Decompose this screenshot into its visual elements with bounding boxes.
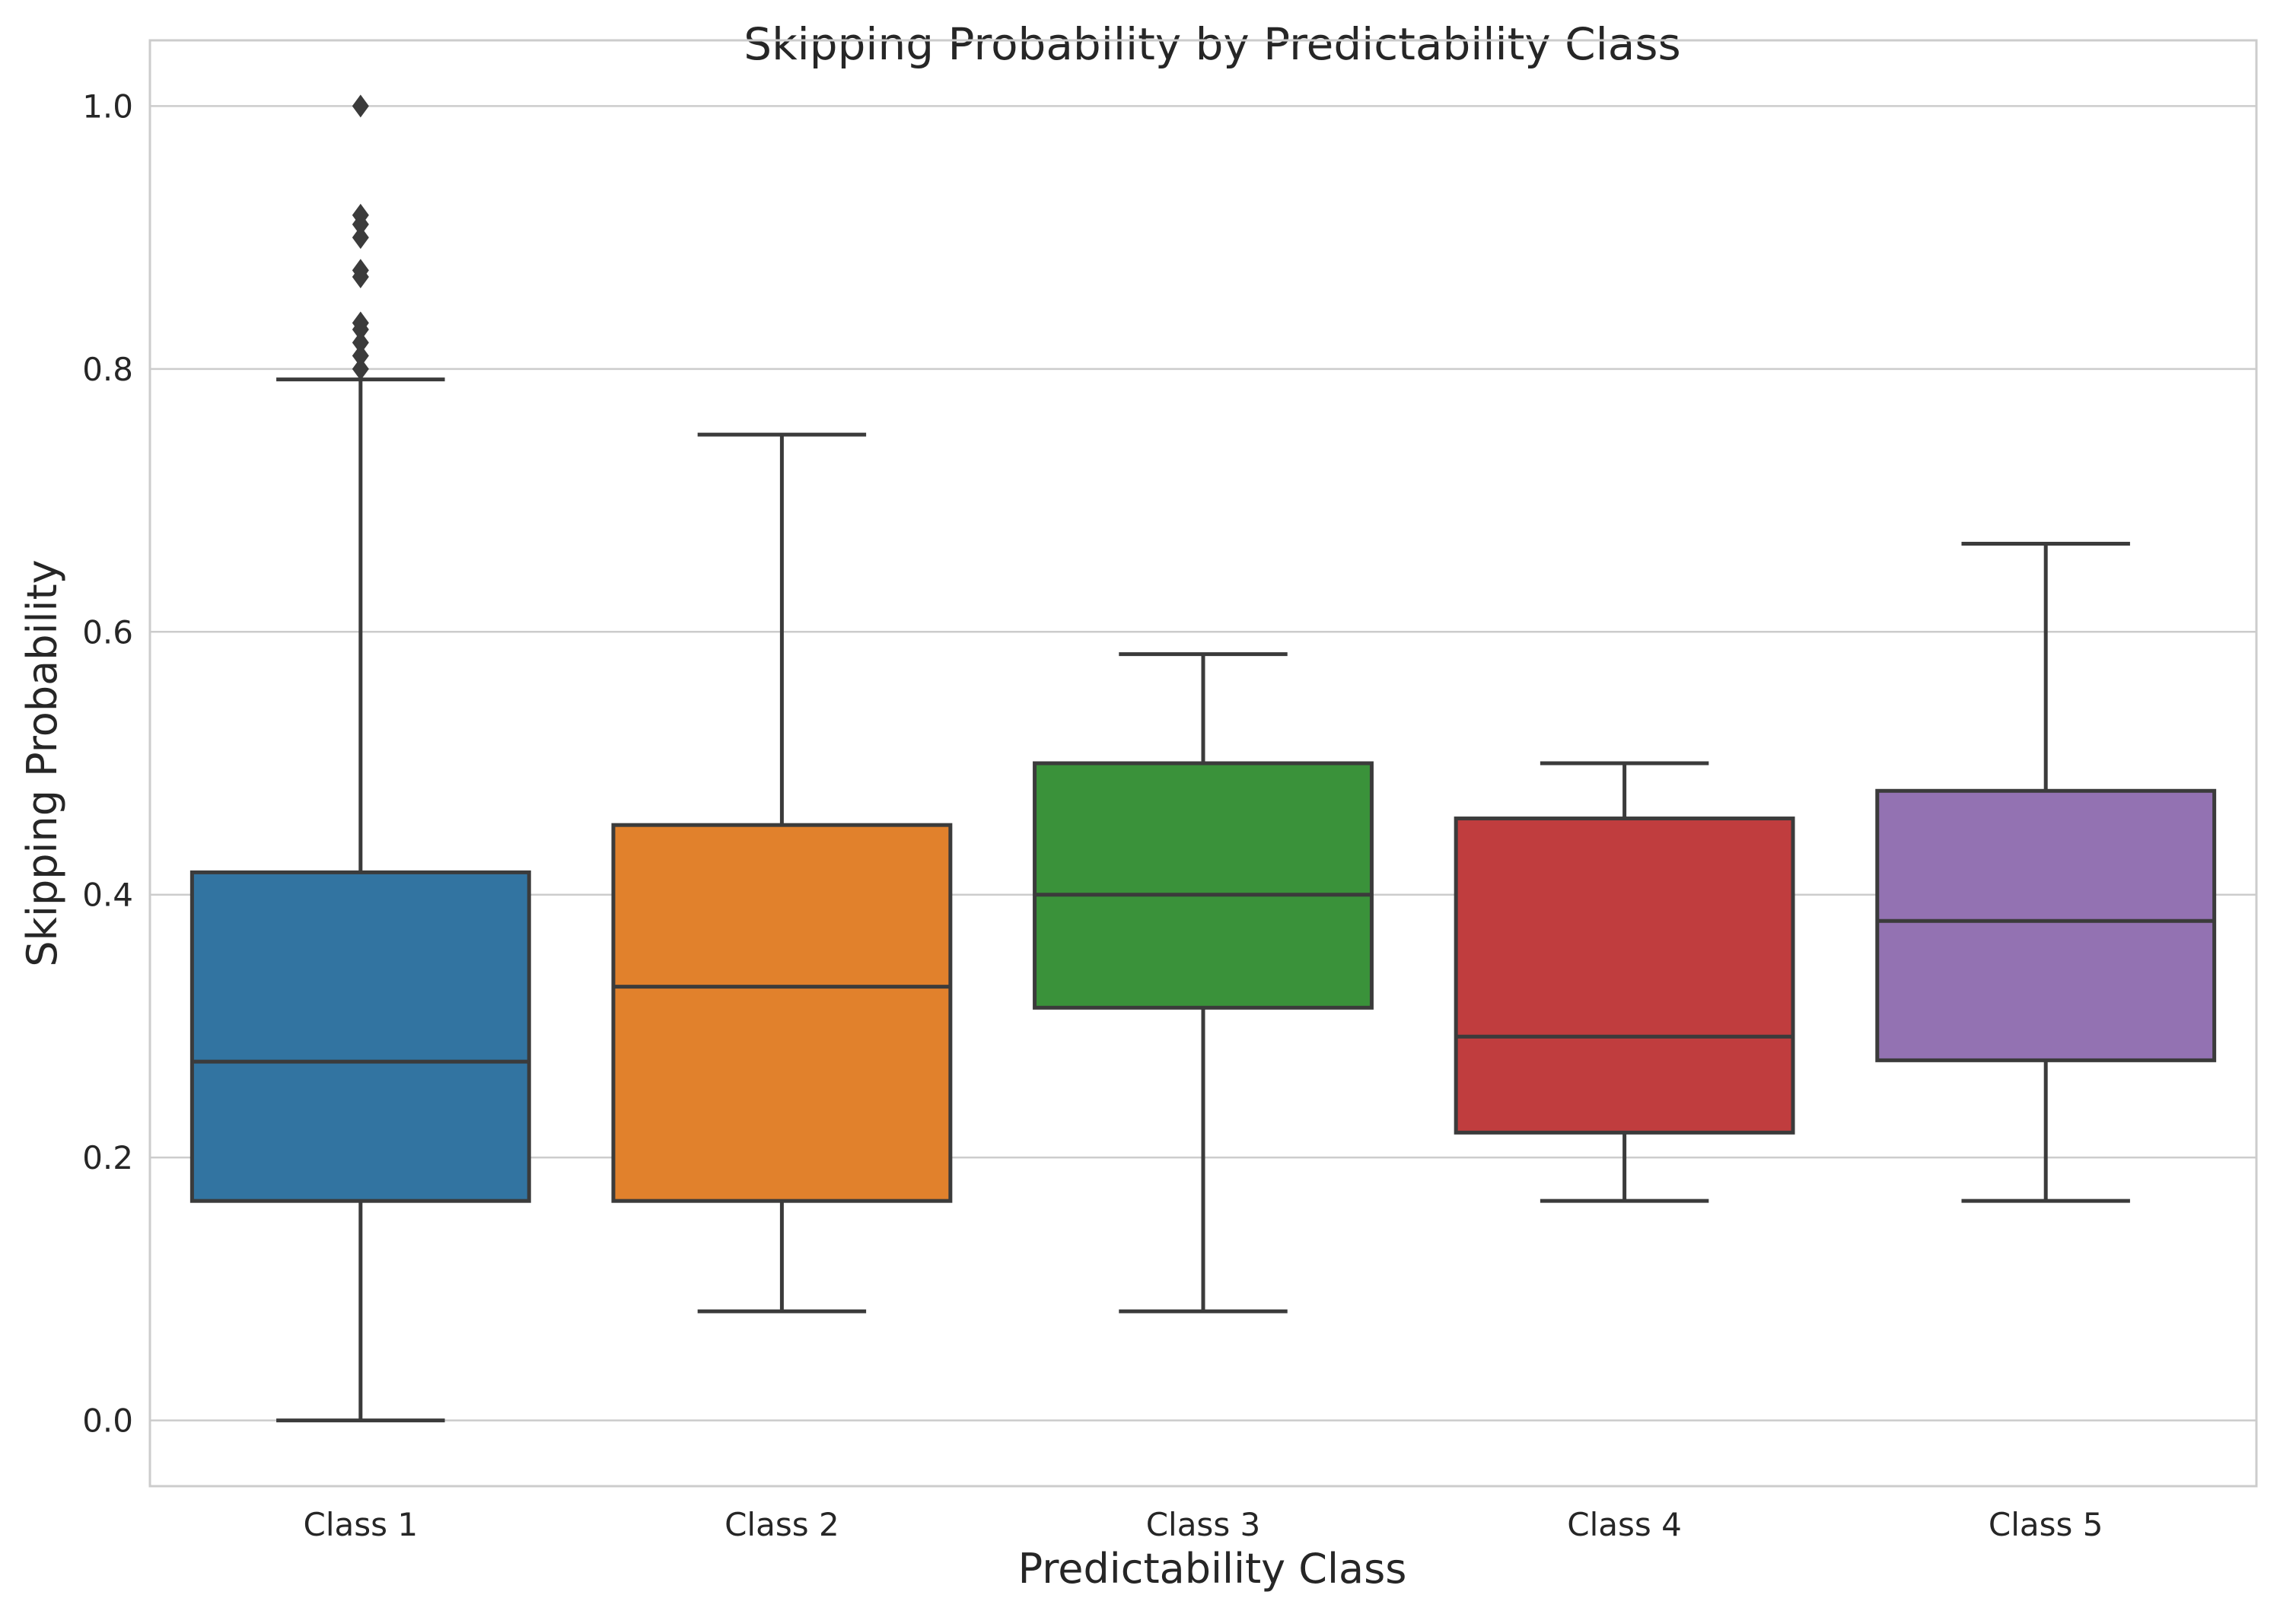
x-tick-label: Class 1 <box>304 1506 419 1543</box>
box-group-3 <box>1033 652 1374 1313</box>
outlier-point <box>352 226 369 250</box>
box-group-4 <box>1454 761 1795 1203</box>
outlier-point <box>352 344 369 368</box>
y-tick-label: 0.6 <box>82 613 133 651</box>
iqr-box <box>189 870 531 1203</box>
box-group-2 <box>611 432 953 1313</box>
outlier-point <box>352 357 369 380</box>
tick-layer: 0.0 0.2 0.4 0.6 0.8 1.0 Class 1 Class 2 Class 3 C… <box>82 88 2103 1543</box>
outlier-point <box>352 331 369 355</box>
y-tick-label: 0.8 <box>82 351 133 388</box>
outlier-point <box>352 94 369 118</box>
chart-title: Skipping Probability by Predictability C… <box>744 18 1680 70</box>
box-layer <box>189 94 2217 1423</box>
iqr-box <box>611 823 953 1203</box>
iqr-box <box>1875 788 2217 1062</box>
outlier-point <box>352 311 369 335</box>
y-tick-label: 0.2 <box>82 1139 133 1176</box>
x-tick-label: Class 2 <box>724 1506 839 1543</box>
y-tick-label: 0.0 <box>82 1402 133 1440</box>
outlier-point <box>352 259 369 282</box>
x-tick-label: Class 4 <box>1567 1506 1682 1543</box>
x-tick-label: Class 5 <box>1989 1506 2103 1543</box>
box-group-1 <box>189 94 531 1423</box>
y-tick-label: 0.4 <box>82 877 133 914</box>
outlier-point <box>352 203 369 227</box>
plot-frame <box>148 39 2258 1488</box>
x-axis-label: Predictability Class <box>1018 1545 1407 1593</box>
iqr-box <box>1033 761 1374 1010</box>
iqr-box <box>1454 817 1795 1135</box>
x-tick-label: Class 3 <box>1146 1506 1261 1543</box>
y-tick-label: 1.0 <box>82 88 133 125</box>
box-group-5 <box>1875 542 2217 1203</box>
y-axis-label: Skipping Probability <box>18 559 66 966</box>
